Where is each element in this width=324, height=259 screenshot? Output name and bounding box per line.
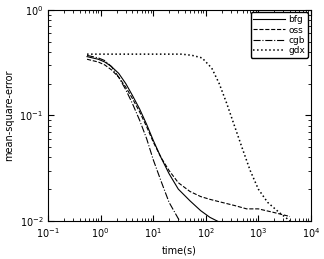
bfg	[145, 123, 149, 126]
cgb	[151, 158, 155, 161]
bfg	[288, 256, 292, 259]
oss	[199, 195, 202, 198]
gdx	[277, 211, 281, 214]
Line: oss: oss	[87, 59, 290, 217]
cgb	[130, 102, 134, 105]
cgb	[103, 59, 107, 62]
bfg	[124, 82, 128, 85]
cgb	[176, 217, 180, 220]
X-axis label: time(s): time(s)	[162, 245, 197, 255]
bfg	[256, 239, 260, 242]
bfg	[159, 156, 163, 159]
oss	[151, 140, 155, 143]
bfg	[85, 55, 89, 58]
oss	[96, 60, 100, 63]
oss	[130, 97, 134, 100]
cgb	[208, 249, 212, 253]
gdx	[232, 124, 236, 127]
gdx	[124, 53, 128, 56]
cgb	[167, 201, 171, 204]
oss	[138, 110, 142, 113]
oss	[220, 201, 224, 204]
bfg	[188, 199, 192, 202]
oss	[176, 181, 180, 184]
bfg	[103, 60, 107, 63]
gdx	[225, 102, 229, 105]
oss	[103, 63, 107, 67]
cgb	[91, 55, 95, 58]
cgb	[159, 179, 163, 182]
bfg	[117, 72, 121, 75]
Line: bfg: bfg	[87, 57, 290, 257]
gdx	[161, 53, 165, 56]
cgb	[145, 137, 149, 140]
gdx	[240, 147, 244, 150]
bfg	[232, 227, 236, 230]
oss	[124, 85, 128, 89]
gdx	[256, 188, 260, 191]
bfg	[176, 188, 180, 191]
cgb	[124, 88, 128, 91]
oss	[159, 156, 163, 159]
oss	[91, 59, 95, 62]
cgb	[188, 233, 192, 236]
cgb	[138, 119, 142, 122]
gdx	[110, 53, 113, 56]
bfg	[272, 247, 276, 250]
gdx	[248, 169, 252, 172]
bfg	[130, 94, 134, 97]
gdx	[91, 53, 95, 56]
bfg	[110, 65, 113, 68]
oss	[110, 68, 113, 71]
gdx	[138, 53, 142, 56]
cgb	[117, 76, 121, 79]
gdx	[190, 54, 194, 57]
oss	[188, 190, 192, 193]
bfg	[96, 58, 100, 61]
bfg	[199, 209, 202, 212]
bfg	[245, 233, 249, 236]
gdx	[130, 53, 134, 56]
gdx	[103, 53, 107, 56]
gdx	[96, 53, 100, 56]
Line: cgb: cgb	[87, 55, 290, 259]
gdx	[117, 53, 121, 56]
cgb	[199, 243, 202, 246]
Legend: bfg, oss, cgb, gdx: bfg, oss, cgb, gdx	[251, 12, 308, 58]
oss	[288, 215, 292, 218]
bfg	[91, 56, 95, 60]
Line: gdx: gdx	[87, 54, 290, 221]
gdx	[169, 53, 173, 56]
gdx	[151, 53, 155, 56]
gdx	[145, 53, 149, 56]
oss	[245, 207, 249, 210]
oss	[256, 207, 260, 210]
gdx	[288, 219, 292, 222]
gdx	[85, 53, 89, 56]
oss	[167, 169, 171, 172]
gdx	[210, 67, 214, 70]
Y-axis label: mean-square-error: mean-square-error	[4, 70, 14, 161]
bfg	[220, 222, 224, 225]
oss	[85, 58, 89, 61]
bfg	[151, 139, 155, 142]
cgb	[220, 257, 224, 259]
oss	[272, 211, 276, 214]
bfg	[138, 107, 142, 111]
bfg	[208, 216, 212, 219]
gdx	[200, 56, 204, 60]
cgb	[85, 54, 89, 57]
gdx	[266, 201, 270, 204]
cgb	[96, 56, 100, 60]
oss	[232, 204, 236, 207]
bfg	[167, 172, 171, 175]
cgb	[110, 65, 113, 68]
oss	[145, 125, 149, 128]
gdx	[217, 82, 221, 85]
gdx	[180, 53, 184, 56]
oss	[117, 76, 121, 79]
oss	[208, 198, 212, 201]
